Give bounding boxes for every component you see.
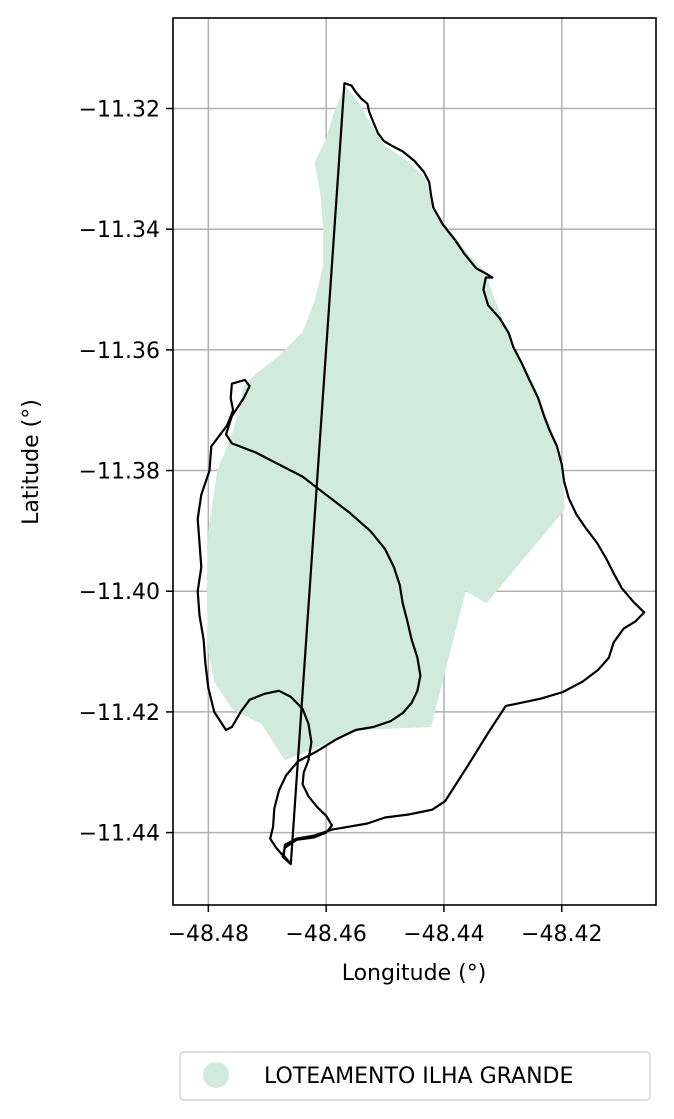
y-tick-label: −11.34	[79, 218, 160, 243]
x-tick-label: −48.46	[285, 922, 366, 947]
island-outline	[196, 82, 646, 866]
legend-marker-loteamento	[203, 1062, 229, 1088]
x-tick-label: −48.44	[403, 922, 484, 947]
plot-area-frame	[172, 17, 657, 906]
y-tick-label: −11.44	[79, 822, 160, 847]
axis-ticks: −48.48 −48.46 −48.44 −48.42 −11.32 −11.34 −11.…	[79, 98, 603, 947]
loteamento-fill-polygon	[206, 85, 565, 761]
x-tick-label: −48.42	[521, 922, 602, 947]
y-tick-label: −11.32	[79, 98, 160, 123]
legend: LOTEAMENTO ILHA GRANDE	[179, 1051, 651, 1101]
y-tick-label: −11.42	[79, 701, 160, 726]
legend-label-loteamento: LOTEAMENTO ILHA GRANDE	[264, 1064, 573, 1089]
y-tick-label: −11.40	[79, 580, 160, 605]
x-tick-label: −48.48	[168, 922, 249, 947]
y-axis-label: Latitude (°)	[19, 399, 44, 525]
x-axis-label: Longitude (°)	[342, 961, 487, 986]
y-tick-label: −11.36	[79, 339, 160, 364]
y-tick-label: −11.38	[79, 460, 160, 485]
legend-box	[179, 1051, 651, 1101]
